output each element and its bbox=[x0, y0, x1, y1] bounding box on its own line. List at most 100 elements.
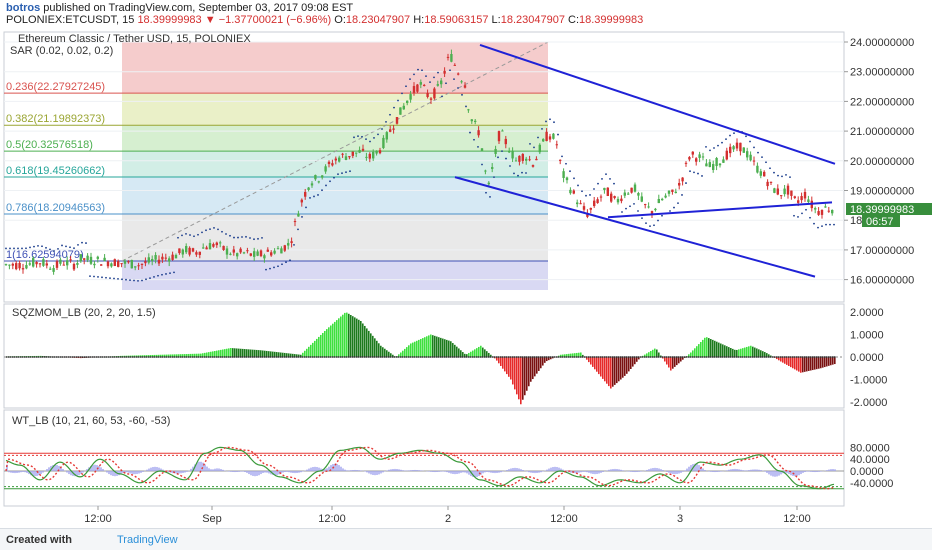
sqz-bar bbox=[242, 348, 244, 357]
wt-diff-bar bbox=[788, 471, 790, 475]
sqz-dot bbox=[223, 356, 226, 358]
sqz-dot bbox=[85, 356, 88, 358]
wt-diff-bar bbox=[394, 468, 396, 471]
sar-dot bbox=[273, 266, 275, 269]
sar-dot bbox=[125, 278, 127, 281]
sqz-dot bbox=[623, 356, 626, 358]
sar-dot bbox=[425, 75, 427, 78]
sqz-bar bbox=[748, 346, 750, 357]
sar-dot bbox=[57, 247, 59, 250]
sqz-dot bbox=[299, 356, 302, 358]
wt-diff-bar bbox=[466, 471, 468, 474]
sar-dot bbox=[169, 272, 171, 275]
sqz-bar bbox=[310, 344, 312, 357]
sqz-dot bbox=[603, 356, 606, 358]
sqz-dot bbox=[205, 356, 208, 358]
wt-diff-bar bbox=[20, 471, 22, 473]
sqz-bar bbox=[170, 354, 172, 357]
sar-dot bbox=[437, 71, 439, 74]
sqz-dot bbox=[237, 356, 240, 358]
wt-diff-bar bbox=[470, 471, 472, 477]
sqz-bar bbox=[526, 357, 528, 391]
wt-diff-bar bbox=[70, 471, 72, 476]
trendlines[interactable] bbox=[454, 44, 836, 278]
sar-dot bbox=[105, 276, 107, 279]
candle-body bbox=[661, 198, 664, 201]
sqz-bar bbox=[796, 357, 798, 371]
wt-diff-bar bbox=[24, 471, 26, 473]
candle-body bbox=[246, 250, 249, 252]
candle-body bbox=[705, 163, 708, 167]
wt-diff-bar bbox=[514, 467, 516, 471]
sqz-dot bbox=[613, 356, 616, 358]
sqz-dot bbox=[349, 356, 352, 358]
sqz-dot bbox=[117, 356, 120, 358]
sar-dot bbox=[557, 133, 559, 136]
sqz-dot bbox=[631, 356, 634, 358]
sqz-dot bbox=[365, 356, 368, 358]
sqz-dot bbox=[713, 356, 716, 358]
sqz-dot bbox=[99, 356, 102, 358]
wt-diff-bar bbox=[318, 467, 320, 471]
sqz-bar bbox=[576, 352, 578, 357]
sqz-bar bbox=[714, 340, 716, 357]
sar-dot bbox=[9, 247, 11, 250]
fib-band bbox=[122, 177, 548, 214]
sqz-dot bbox=[251, 356, 254, 358]
wt-diff-bar bbox=[622, 470, 624, 471]
fib-retracement[interactable]: 0.236(22.27927245)0.382(21.19892373)0.5(… bbox=[4, 41, 549, 290]
candle-body bbox=[324, 166, 327, 172]
sqz-dot bbox=[451, 356, 454, 358]
sqz-dot bbox=[73, 356, 76, 358]
wt-diff-bar bbox=[578, 471, 580, 473]
sqz-bar bbox=[280, 352, 282, 357]
sqz-dot bbox=[811, 356, 814, 358]
sqz-bar bbox=[738, 349, 740, 357]
wt-diff-bar bbox=[458, 471, 460, 474]
tradingview-brand-link[interactable]: TradingView bbox=[117, 534, 178, 546]
candle-body bbox=[215, 242, 218, 246]
sqz-bar bbox=[752, 346, 754, 357]
candle-body bbox=[504, 138, 507, 145]
sqz-dot bbox=[51, 356, 54, 358]
candle-body bbox=[426, 93, 429, 97]
sar-dot bbox=[133, 279, 135, 282]
wt-diff-bar bbox=[716, 471, 718, 472]
countdown-tag-text: 06:57 bbox=[866, 216, 894, 228]
sqz-bar bbox=[148, 355, 150, 357]
wt-diff-bar bbox=[502, 471, 504, 472]
sqz-dot bbox=[749, 356, 752, 358]
sar-dot bbox=[313, 195, 315, 198]
sar-dot bbox=[661, 214, 663, 217]
sqz-dot bbox=[445, 356, 448, 358]
chart-header: botros published on TradingView.com, Sep… bbox=[0, 0, 932, 30]
sqz-bar bbox=[496, 357, 498, 361]
candle-body bbox=[630, 187, 633, 193]
sqz-bar bbox=[332, 323, 334, 357]
sqz-dot bbox=[567, 356, 570, 358]
sqz-dot bbox=[717, 356, 720, 358]
sqz-dot bbox=[265, 356, 268, 358]
sqz-dot bbox=[741, 356, 744, 358]
author-link[interactable]: botros bbox=[6, 2, 41, 14]
sqz-dot bbox=[465, 356, 468, 358]
sqz-dot bbox=[213, 356, 216, 358]
candle-body bbox=[688, 157, 691, 160]
sqz-bar bbox=[810, 357, 812, 371]
sar-dot bbox=[817, 226, 819, 229]
sqz-dot bbox=[303, 356, 306, 358]
sqz-bar bbox=[300, 354, 302, 357]
wt-diff-bar bbox=[130, 471, 132, 474]
sqz-dot bbox=[261, 356, 264, 358]
sqz-bar bbox=[538, 357, 540, 371]
sqz-dot bbox=[79, 356, 82, 358]
sqz-bar bbox=[444, 339, 446, 357]
fib-band bbox=[122, 93, 548, 126]
sqz-bar bbox=[594, 357, 596, 370]
chart-area[interactable]: 0.236(22.27927245)0.382(21.19892373)0.5(… bbox=[0, 30, 932, 528]
sqz-dot bbox=[495, 356, 498, 358]
created-with: Created with bbox=[6, 534, 73, 546]
sqz-dot bbox=[55, 356, 58, 358]
sqz-bar bbox=[174, 354, 176, 357]
sqz-bar bbox=[612, 357, 614, 387]
